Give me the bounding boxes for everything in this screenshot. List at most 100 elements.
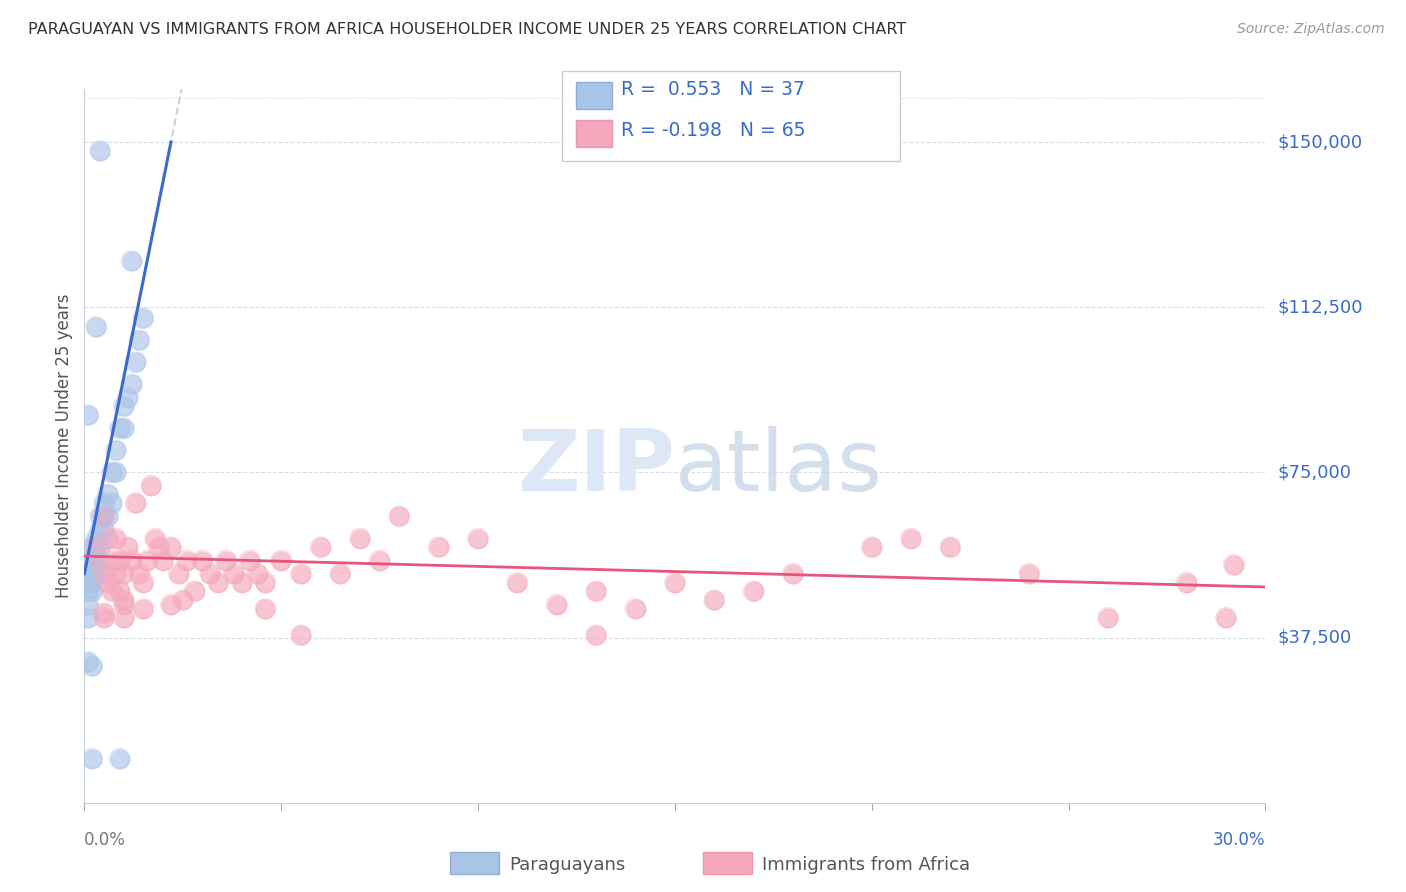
Point [121, 553, 143, 567]
Text: $150,000: $150,000 [1277, 133, 1362, 151]
Point [290, 628, 312, 642]
Point [84, 320, 107, 334]
Point [104, 532, 127, 546]
Point [117, 541, 139, 555]
Point [624, 602, 647, 616]
Point [101, 584, 124, 599]
Point [112, 400, 135, 414]
Point [89, 553, 111, 567]
Point [246, 566, 269, 581]
Point [388, 509, 411, 524]
Point [191, 553, 214, 567]
Point [506, 575, 529, 590]
Point [160, 541, 183, 555]
Point [84, 553, 107, 567]
Point [290, 566, 312, 581]
Point [290, 566, 312, 581]
Point [128, 566, 150, 581]
Point [121, 377, 143, 392]
Point [117, 391, 139, 405]
Point [93, 607, 115, 621]
Point [467, 532, 489, 546]
Point [1018, 566, 1040, 581]
Y-axis label: Householder Income Under 25 years: Householder Income Under 25 years [55, 293, 73, 599]
Point [585, 628, 607, 642]
Point [82, 541, 104, 555]
Point [84, 553, 107, 567]
Point [200, 566, 222, 581]
Point [101, 466, 124, 480]
Point [231, 575, 253, 590]
Text: Source: ZipAtlas.com: Source: ZipAtlas.com [1237, 22, 1385, 37]
Point [124, 355, 146, 369]
Point [546, 598, 568, 612]
Point [117, 391, 139, 405]
Point [860, 541, 883, 555]
Text: $112,500: $112,500 [1277, 298, 1362, 317]
Point [141, 478, 163, 492]
Point [860, 541, 883, 555]
Text: 30.0%: 30.0% [1213, 831, 1265, 849]
Point [101, 584, 124, 599]
Point [77, 575, 100, 590]
Point [97, 509, 120, 524]
Point [112, 593, 135, 607]
Point [89, 541, 111, 555]
Point [84, 532, 107, 546]
Point [82, 584, 104, 599]
Point [82, 553, 104, 567]
Point [124, 496, 146, 510]
Point [388, 509, 411, 524]
Point [108, 584, 131, 599]
Point [1223, 558, 1246, 572]
Point [104, 443, 127, 458]
Point [104, 566, 127, 581]
Point [112, 593, 135, 607]
Point [93, 509, 115, 524]
Point [93, 607, 115, 621]
Point [77, 575, 100, 590]
Text: $75,000: $75,000 [1277, 464, 1351, 482]
Point [82, 752, 104, 766]
Point [112, 421, 135, 435]
Point [121, 254, 143, 268]
Point [231, 575, 253, 590]
Point [89, 523, 111, 537]
Point [93, 611, 115, 625]
Point [77, 584, 100, 599]
Point [112, 421, 135, 435]
Point [290, 628, 312, 642]
Point [101, 553, 124, 567]
Point [93, 496, 115, 510]
Point [82, 752, 104, 766]
Point [121, 553, 143, 567]
Point [97, 509, 120, 524]
Point [309, 541, 332, 555]
Point [108, 752, 131, 766]
Point [132, 602, 155, 616]
Point [89, 509, 111, 524]
Point [1018, 566, 1040, 581]
Point [585, 584, 607, 599]
Point [664, 575, 686, 590]
Point [97, 487, 120, 501]
Point [97, 532, 120, 546]
Point [254, 575, 277, 590]
Point [77, 598, 100, 612]
Point [93, 566, 115, 581]
Point [939, 541, 962, 555]
Point [183, 584, 205, 599]
Point [239, 553, 262, 567]
Point [1223, 558, 1246, 572]
Point [167, 566, 190, 581]
Point [82, 575, 104, 590]
Point [117, 541, 139, 555]
Point [108, 584, 131, 599]
Text: Immigrants from Africa: Immigrants from Africa [762, 856, 970, 874]
Point [141, 478, 163, 492]
Point [97, 487, 120, 501]
Point [132, 575, 155, 590]
Point [239, 553, 262, 567]
Point [176, 553, 198, 567]
Point [84, 532, 107, 546]
